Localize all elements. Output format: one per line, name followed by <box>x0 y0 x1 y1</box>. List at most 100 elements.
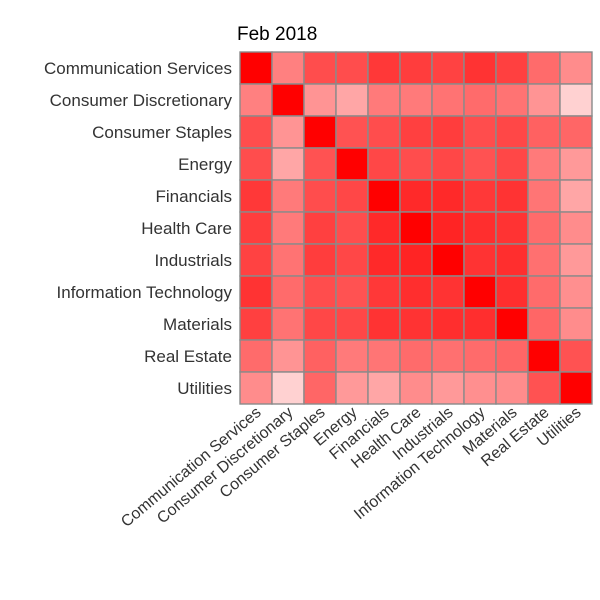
heatmap-cell-consumer-staples-communication-services <box>239 115 273 149</box>
y-axis-labels: Communication Services Consumer Discretio… <box>44 59 233 398</box>
heatmap-cell-consumer-discretionary-energy <box>335 83 369 117</box>
heatmap-cell-communication-services-communication-services <box>239 51 273 85</box>
heatmap-cell-utilities-energy <box>335 371 369 405</box>
heatmap-cell-health-care-materials <box>495 211 529 245</box>
heatmap-cell-industrials-communication-services <box>239 243 273 277</box>
heatmap-cell-communication-services-materials <box>495 51 529 85</box>
heatmap-cell-consumer-discretionary-materials <box>495 83 529 117</box>
heatmap-cell-information-technology-consumer-discretionary <box>271 275 305 309</box>
heatmap-cell-health-care-energy <box>335 211 369 245</box>
y-tick-label-health-care: Health Care <box>141 219 232 238</box>
heatmap-cell-materials-energy <box>335 307 369 341</box>
heatmap-cell-real-estate-utilities <box>559 339 593 373</box>
heatmap-cell-financials-communication-services <box>239 179 273 213</box>
heatmap-cell-utilities-information-technology <box>463 371 497 405</box>
heatmap-cell-consumer-discretionary-information-technology <box>463 83 497 117</box>
heatmap-cell-information-technology-utilities <box>559 275 593 309</box>
heatmap-cell-industrials-consumer-staples <box>303 243 337 277</box>
y-tick-label-financials: Financials <box>155 187 232 206</box>
heatmap-cell-industrials-industrials <box>431 243 465 277</box>
heatmap-cell-consumer-staples-financials <box>367 115 401 149</box>
heatmap-cell-industrials-materials <box>495 243 529 277</box>
y-tick-label-utilities: Utilities <box>177 379 232 398</box>
heatmap-cells <box>239 51 593 405</box>
heatmap-cell-materials-health-care <box>399 307 433 341</box>
heatmap-cell-consumer-staples-utilities <box>559 115 593 149</box>
y-tick-label-consumer-discretionary: Consumer Discretionary <box>50 91 233 110</box>
heatmap-cell-real-estate-information-technology <box>463 339 497 373</box>
heatmap-cell-communication-services-utilities <box>559 51 593 85</box>
heatmap-cell-real-estate-health-care <box>399 339 433 373</box>
heatmap-cell-consumer-staples-information-technology <box>463 115 497 149</box>
heatmap-cell-health-care-health-care <box>399 211 433 245</box>
heatmap-cell-health-care-utilities <box>559 211 593 245</box>
heatmap-cell-consumer-discretionary-utilities <box>559 83 593 117</box>
heatmap-cell-utilities-communication-services <box>239 371 273 405</box>
heatmap-cell-information-technology-real-estate <box>527 275 561 309</box>
heatmap-cell-consumer-discretionary-health-care <box>399 83 433 117</box>
heatmap-cell-materials-communication-services <box>239 307 273 341</box>
heatmap-cell-utilities-consumer-staples <box>303 371 337 405</box>
heatmap-cell-financials-utilities <box>559 179 593 213</box>
heatmap-cell-utilities-consumer-discretionary <box>271 371 305 405</box>
heatmap-cell-utilities-industrials <box>431 371 465 405</box>
heatmap-cell-energy-utilities <box>559 147 593 181</box>
y-tick-label-real-estate: Real Estate <box>144 347 232 366</box>
heatmap-cell-financials-materials <box>495 179 529 213</box>
heatmap-cell-energy-consumer-discretionary <box>271 147 305 181</box>
heatmap-cell-industrials-energy <box>335 243 369 277</box>
y-tick-label-materials: Materials <box>163 315 232 334</box>
heatmap-cell-health-care-real-estate <box>527 211 561 245</box>
heatmap-cell-consumer-discretionary-consumer-discretionary <box>271 83 305 117</box>
heatmap-cell-information-technology-financials <box>367 275 401 309</box>
heatmap-cell-materials-industrials <box>431 307 465 341</box>
heatmap-cell-financials-financials <box>367 179 401 213</box>
heatmap-cell-consumer-discretionary-industrials <box>431 83 465 117</box>
heatmap-cell-real-estate-real-estate <box>527 339 561 373</box>
heatmap-cell-consumer-staples-industrials <box>431 115 465 149</box>
heatmap-cell-materials-consumer-staples <box>303 307 337 341</box>
heatmap-cell-consumer-staples-health-care <box>399 115 433 149</box>
heatmap-cell-industrials-utilities <box>559 243 593 277</box>
heatmap-cell-financials-energy <box>335 179 369 213</box>
heatmap-cell-real-estate-energy <box>335 339 369 373</box>
heatmap-cell-communication-services-consumer-staples <box>303 51 337 85</box>
y-tick-label-industrials: Industrials <box>155 251 232 270</box>
heatmap-cell-financials-real-estate <box>527 179 561 213</box>
heatmap-cell-utilities-materials <box>495 371 529 405</box>
heatmap-cell-industrials-health-care <box>399 243 433 277</box>
heatmap-cell-financials-consumer-staples <box>303 179 337 213</box>
heatmap-cell-communication-services-industrials <box>431 51 465 85</box>
heatmap-cell-utilities-financials <box>367 371 401 405</box>
chart-title: Feb 2018 <box>237 24 317 45</box>
heatmap-cell-information-technology-consumer-staples <box>303 275 337 309</box>
heatmap-cell-utilities-utilities <box>559 371 593 405</box>
heatmap-cell-materials-utilities <box>559 307 593 341</box>
heatmap-cell-energy-financials <box>367 147 401 181</box>
heatmap-cell-materials-consumer-discretionary <box>271 307 305 341</box>
heatmap-cell-health-care-communication-services <box>239 211 273 245</box>
heatmap-cell-financials-industrials <box>431 179 465 213</box>
y-tick-label-consumer-staples: Consumer Staples <box>92 123 232 142</box>
heatmap-cell-energy-industrials <box>431 147 465 181</box>
heatmap-cell-real-estate-consumer-staples <box>303 339 337 373</box>
y-tick-label-information-technology: Information Technology <box>57 283 233 302</box>
heatmap-cell-utilities-real-estate <box>527 371 561 405</box>
heatmap-cell-consumer-discretionary-real-estate <box>527 83 561 117</box>
heatmap-cell-information-technology-energy <box>335 275 369 309</box>
heatmap-cell-consumer-staples-real-estate <box>527 115 561 149</box>
heatmap-cell-information-technology-information-technology <box>463 275 497 309</box>
heatmap-cell-consumer-discretionary-consumer-staples <box>303 83 337 117</box>
heatmap-cell-health-care-consumer-discretionary <box>271 211 305 245</box>
heatmap-cell-consumer-staples-consumer-discretionary <box>271 115 305 149</box>
heatmap-cell-utilities-health-care <box>399 371 433 405</box>
heatmap-cell-energy-real-estate <box>527 147 561 181</box>
heatmap-cell-materials-real-estate <box>527 307 561 341</box>
heatmap-cell-communication-services-financials <box>367 51 401 85</box>
heatmap-cell-industrials-real-estate <box>527 243 561 277</box>
heatmap-cell-consumer-staples-energy <box>335 115 369 149</box>
heatmap-cell-materials-financials <box>367 307 401 341</box>
heatmap-cell-financials-health-care <box>399 179 433 213</box>
heatmap-cell-communication-services-consumer-discretionary <box>271 51 305 85</box>
